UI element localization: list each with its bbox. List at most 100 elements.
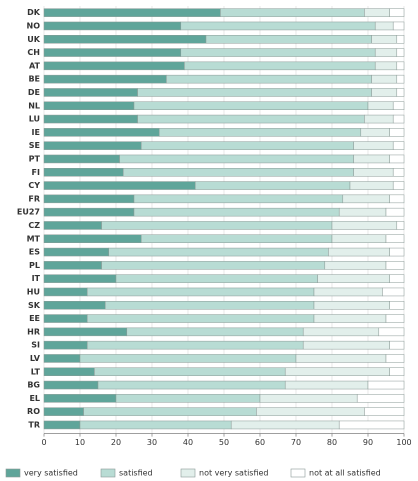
bar-segment: [43, 340, 88, 350]
bar-segment: [86, 287, 315, 297]
x-tick-label: 30: [147, 438, 157, 447]
bar-segment: [374, 48, 398, 57]
x-tick-label: 0: [41, 438, 46, 447]
bar-segment: [284, 380, 369, 390]
bar-segment: [43, 221, 102, 230]
bar-segment: [43, 154, 120, 164]
legend-swatch: [180, 468, 196, 478]
y-tick-label: TR: [28, 420, 40, 429]
bar-segment: [79, 354, 297, 363]
y-tick-label: CH: [27, 48, 40, 57]
bar-segment: [115, 274, 318, 283]
bar-segment: [392, 168, 405, 177]
y-tick-label: SK: [28, 301, 41, 310]
legend-swatch: [100, 468, 116, 478]
y-tick-label: LU: [29, 115, 40, 124]
y-tick-label: RO: [27, 407, 40, 416]
bar-segment: [101, 261, 326, 270]
bar-segment: [43, 21, 182, 31]
bar-segment: [43, 101, 135, 110]
legend-swatch: [5, 468, 21, 478]
y-tick-label: CY: [28, 181, 40, 190]
bar-segment: [371, 74, 398, 84]
bar-segment: [43, 141, 142, 150]
bar-segment: [389, 154, 405, 164]
bar-segment: [284, 367, 390, 376]
y-tick-label: BE: [28, 75, 40, 84]
bar-segment: [86, 340, 304, 350]
y-tick-label: EU27: [17, 208, 40, 217]
bar-segment: [43, 394, 117, 403]
bar-segment: [43, 407, 84, 416]
bar-segment: [396, 35, 405, 44]
x-tick-label: 70: [291, 438, 301, 447]
bar-segment: [389, 340, 405, 350]
legend-label: very satisfied: [24, 469, 78, 478]
bar-segment: [392, 114, 405, 124]
x-tick-label: 40: [183, 438, 193, 447]
bar-segment: [140, 141, 354, 150]
bar-segment: [230, 420, 340, 430]
bar-segment: [382, 287, 405, 297]
y-tick-label: UK: [27, 35, 40, 44]
bar-segment: [392, 141, 405, 150]
bar-segment: [389, 367, 405, 376]
x-tick-label: 90: [363, 438, 373, 447]
bar-segment: [43, 128, 160, 137]
bar-segment: [392, 101, 405, 110]
bar-segment: [180, 48, 376, 57]
bar-segment: [389, 247, 405, 257]
y-tick-label: SI: [31, 341, 40, 350]
bar-segment: [83, 407, 257, 416]
bar-segment: [43, 74, 167, 84]
y-tick-label: CZ: [28, 221, 40, 230]
bar-segment: [317, 274, 390, 283]
bar-segment: [385, 207, 405, 217]
bar-segment: [396, 88, 405, 97]
bar-segment: [353, 141, 394, 150]
bar-segment: [137, 88, 372, 97]
y-tick-label: DK: [27, 8, 41, 17]
y-tick-label: NO: [27, 21, 41, 30]
y-tick-label: IT: [32, 274, 41, 283]
bar-segment: [385, 354, 405, 363]
bar-segment: [43, 88, 138, 97]
y-tick-label: HU: [27, 287, 40, 296]
y-tick-label: ES: [29, 248, 40, 257]
bar-segment: [43, 194, 135, 204]
y-tick-label: NL: [28, 101, 40, 110]
x-tick-label: 20: [111, 438, 121, 447]
legend-label: not very satisfied: [199, 469, 269, 478]
y-tick-label: EE: [29, 314, 40, 323]
bar-segment: [133, 101, 369, 110]
y-tick-label: SE: [29, 141, 40, 150]
bar-segment: [43, 114, 138, 124]
bar-segment: [295, 354, 387, 363]
bar-segment: [367, 101, 394, 110]
bar-segment: [220, 8, 365, 17]
x-tick-label: 80: [327, 438, 337, 447]
bar-segment: [313, 314, 387, 323]
bar-segment: [194, 181, 351, 190]
bar-segment: [180, 21, 376, 31]
bar-segment: [122, 168, 354, 177]
bar-segment: [396, 61, 405, 71]
bar-segment: [389, 194, 405, 204]
y-tick-label: FI: [32, 168, 40, 177]
bar-segment: [328, 247, 390, 257]
bar-segment: [43, 367, 95, 376]
bar-segment: [43, 168, 124, 177]
bar-segment: [86, 314, 315, 323]
y-tick-label: LV: [30, 354, 41, 363]
bar-segment: [338, 207, 387, 217]
bar-segment: [338, 420, 405, 430]
bar-segment: [43, 61, 185, 71]
bar-segment: [374, 61, 398, 71]
bar-segment: [389, 8, 405, 17]
bar-segment: [43, 301, 106, 310]
bar-segment: [101, 221, 333, 230]
legend-swatch: [290, 468, 306, 478]
bar-segment: [324, 261, 387, 270]
bar-segment: [396, 221, 405, 230]
